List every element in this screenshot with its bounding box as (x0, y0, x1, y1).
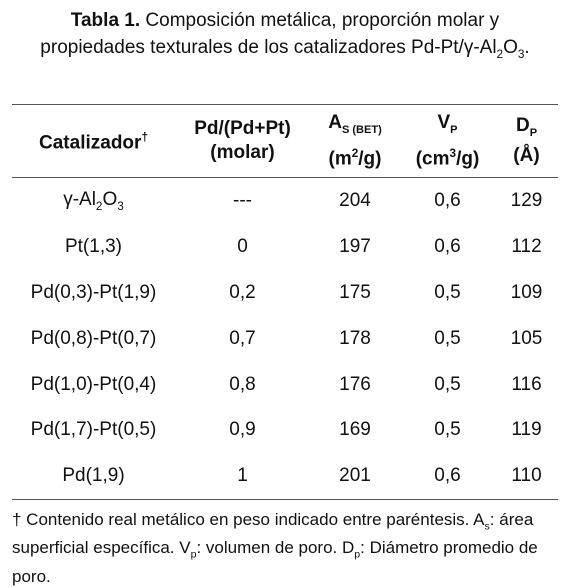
table-cell: 178 (339, 327, 371, 349)
header-line: (m2/g) (310, 142, 400, 171)
table-cell: Pt(1,3) (64, 235, 123, 257)
subscript: 3 (517, 47, 525, 61)
text-segment: . (524, 36, 530, 58)
text-segment: Composición metálica, proporción molar y… (40, 10, 500, 58)
table-cell: 110 (511, 465, 542, 487)
header-cell: VP (cm3/g) (400, 105, 495, 178)
table-cell: 0,9 (229, 419, 256, 441)
table-cell: 112 (511, 235, 542, 257)
table-cell: 169 (339, 419, 371, 441)
header-line: VP (400, 111, 495, 142)
header-line: AS (BET) (310, 111, 400, 142)
text-segment: † Contenido real metálico en peso indica… (12, 510, 485, 529)
table-cell: Pd(1,7)-Pt(0,5) (30, 419, 157, 441)
table-cell: 0,6 (434, 465, 461, 487)
subscript: p (190, 548, 197, 561)
subscript: 3 (117, 199, 124, 213)
superscript: † (141, 131, 148, 145)
text-segment: : área superficial específica. V (12, 510, 534, 558)
table-row: Pd(1,7)-Pt(0,5) 0,9 169 0,5 119 (12, 407, 558, 453)
header-row: Catalizador† Pd/(Pd+Pt) (molar) AS (BET) (m2… (12, 104, 558, 178)
table-cell: Pd(1,9) (62, 465, 125, 487)
header-line: (molar) (210, 142, 275, 163)
footnote: † Contenido real metálico en peso indica… (12, 509, 562, 588)
header-cell: Pd/(Pd+Pt) (molar) (175, 105, 310, 178)
table-cell: 105 (510, 327, 543, 349)
table-cell: 175 (339, 281, 371, 303)
table-row: Pt(1,3) 0 197 0,6 112 (12, 224, 558, 270)
table-cell: 0,6 (434, 189, 461, 211)
table-row: Pd(0,3)-Pt(1,9) 0,2 175 0,5 109 (12, 270, 558, 316)
table-cell: 0,5 (434, 419, 461, 441)
superscript: 2 (351, 146, 359, 160)
subscript: S (BET) (341, 123, 382, 136)
table-cell: γ-Al2O3 (12, 178, 175, 224)
caption-text: Composición metálica, proporción molar y… (40, 10, 530, 61)
table-cell: 0,7 (229, 327, 256, 349)
header-line: (Å) (513, 145, 540, 167)
subscript: 2 (496, 47, 504, 61)
subscript: s (484, 520, 490, 533)
table-row: Pd(0,8)-Pt(0,7) 0,7 178 0,5 105 (12, 316, 558, 362)
text-segment: Catalizador (39, 132, 142, 154)
table-cell: 119 (511, 419, 542, 441)
data-table: Catalizador† Pd/(Pd+Pt) (molar) AS (BET) (m2… (12, 104, 558, 500)
header-cell: Catalizador† (12, 105, 175, 178)
text-segment: V (437, 111, 451, 133)
table-cell: Pd(0,8)-Pt(0,7) (30, 327, 157, 349)
table-cell: 116 (511, 373, 542, 395)
table-row: γ-Al2O3 --- 204 0,6 129 (12, 178, 558, 224)
subscript: 2 (95, 199, 103, 213)
table-cell: Pd(0,3)-Pt(1,9) (30, 281, 157, 303)
header-line: Catalizador† (12, 126, 175, 155)
text-segment: /g) (456, 148, 480, 170)
table-cell: 0,6 (434, 235, 461, 257)
header-line: Pd/(Pd+Pt) (194, 118, 291, 139)
text-segment: γ-Al (63, 189, 96, 211)
table-cell: 1 (237, 465, 248, 487)
table-cell: 197 (339, 235, 371, 257)
table-cell: 0,8 (229, 373, 256, 395)
table-row: Pd(1,9) 1 201 0,6 110 (12, 453, 558, 500)
table-cell: Pd(1,0)-Pt(0,4) (30, 373, 157, 395)
text-segment: (cm (415, 148, 450, 170)
text-segment: (m (328, 148, 352, 170)
table-cell: 201 (339, 465, 371, 487)
header-cell: AS (BET) (m2/g) (310, 105, 400, 178)
header-cell: DP (Å) (495, 105, 558, 178)
subscript: p (354, 548, 361, 561)
text-segment: O (503, 36, 518, 58)
table-cell: 109 (510, 281, 543, 303)
subscript: P (529, 126, 538, 139)
subscript: P (450, 123, 458, 136)
table-cell: 0 (237, 235, 248, 257)
text-segment: : volumen de poro. D (196, 538, 355, 558)
caption-label: Tabla 1. (70, 10, 141, 31)
text-segment: /g) (358, 148, 382, 170)
text-segment: O (102, 189, 118, 211)
table-cell: 0,2 (229, 281, 256, 303)
superscript: 3 (449, 146, 457, 160)
table-row: Pd(1,0)-Pt(0,4) 0,8 176 0,5 116 (12, 362, 558, 408)
table-cell: 0,5 (434, 327, 461, 349)
table-cell: 176 (339, 373, 371, 395)
table-cell: 129 (510, 189, 543, 211)
table-cell: 204 (339, 189, 371, 211)
text-segment: : Diámetro promedio de poro. (12, 538, 538, 586)
text-segment: D (515, 114, 530, 136)
table-body: γ-Al2O3 --- 204 0,6 129 Pt(1,3) 0 197 0,6 112 Pd(0… (12, 178, 558, 500)
header-line: DP (495, 114, 558, 145)
table-cell: --- (233, 189, 252, 211)
table-cell: 0,5 (434, 281, 461, 303)
header-line: (cm3/g) (400, 142, 495, 171)
caption: Tabla 1. Composición metálica, proporció… (0, 0, 570, 96)
text-segment: A (328, 111, 342, 133)
table-cell: 0,5 (434, 373, 461, 395)
